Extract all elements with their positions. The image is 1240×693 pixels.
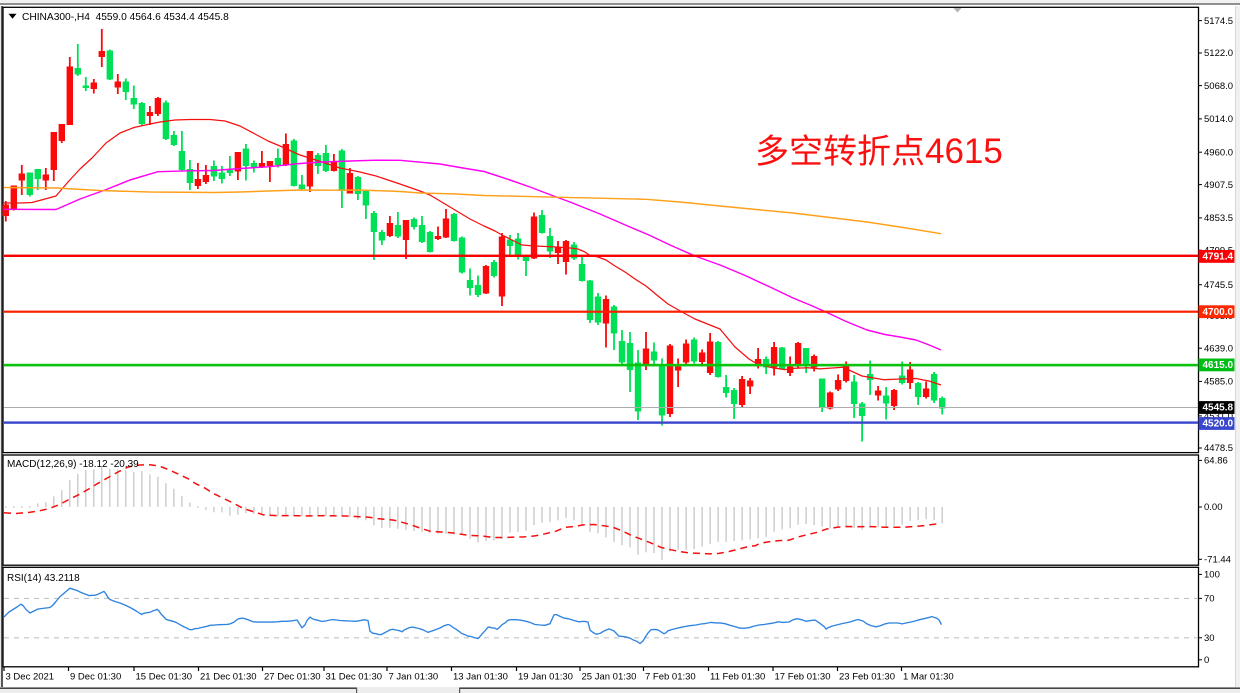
svg-text:27 Dec 01:30: 27 Dec 01:30 [264,672,321,683]
svg-text:-71.44: -71.44 [1204,555,1231,566]
svg-text:0.00: 0.00 [1204,502,1223,513]
svg-text:4960.0: 4960.0 [1204,147,1233,158]
svg-text:5014.0: 5014.0 [1204,114,1233,125]
svg-text:23 Feb 01:30: 23 Feb 01:30 [839,672,895,683]
svg-text:CHINA300-,H4 4559.0 4564.6 45: CHINA300-,H4 4559.0 4564.6 4534.4 4545.8 [22,12,229,23]
svg-text:1 Mar 01:30: 1 Mar 01:30 [903,672,954,683]
svg-text:3 Dec 2021: 3 Dec 2021 [6,672,55,683]
svg-text:64.86: 64.86 [1204,456,1228,467]
svg-text:7 Jan 01:30: 7 Jan 01:30 [389,672,439,683]
svg-text:4907.5: 4907.5 [1204,180,1233,191]
svg-text:4615: 4615 [925,132,1003,171]
svg-text:RSI(14) 43.2118: RSI(14) 43.2118 [7,573,80,584]
svg-text:13 Jan 01:30: 13 Jan 01:30 [453,672,508,683]
svg-text:4615.0: 4615.0 [1203,360,1234,371]
svg-text:4639.0: 4639.0 [1204,343,1233,354]
svg-text:7 Feb 01:30: 7 Feb 01:30 [645,672,696,683]
svg-text:100: 100 [1204,570,1220,581]
svg-text:4853.5: 4853.5 [1204,213,1233,224]
svg-text:31 Dec 01:30: 31 Dec 01:30 [326,672,383,683]
svg-text:30: 30 [1204,633,1215,644]
svg-text:11 Feb 01:30: 11 Feb 01:30 [710,672,765,683]
svg-text:5174.5: 5174.5 [1204,16,1233,27]
svg-text:17 Feb 01:30: 17 Feb 01:30 [775,672,831,683]
svg-text:70: 70 [1204,594,1215,605]
svg-text:4745.5: 4745.5 [1204,280,1233,291]
svg-text:15 Dec 01:30: 15 Dec 01:30 [136,672,193,683]
svg-text:19 Jan 01:30: 19 Jan 01:30 [518,672,573,683]
svg-text:4478.5: 4478.5 [1204,443,1233,454]
svg-text:MACD(12,26,9) -18.12 -20.39: MACD(12,26,9) -18.12 -20.39 [7,459,139,470]
svg-text:4791.4: 4791.4 [1203,252,1234,263]
svg-text:5122.0: 5122.0 [1204,48,1233,59]
svg-text:4545.8: 4545.8 [1203,403,1234,414]
svg-text:4700.0: 4700.0 [1203,307,1234,318]
svg-text:4585.0: 4585.0 [1204,377,1233,388]
svg-text:4531.0: 4531.0 [1204,411,1233,422]
svg-text:9 Dec 01:30: 9 Dec 01:30 [70,672,121,683]
svg-text:0: 0 [1204,655,1209,666]
svg-text:5068.0: 5068.0 [1204,81,1233,92]
svg-text:4520.0: 4520.0 [1203,419,1234,430]
svg-text:21 Dec 01:30: 21 Dec 01:30 [200,672,257,683]
svg-text:25 Jan 01:30: 25 Jan 01:30 [582,672,637,683]
